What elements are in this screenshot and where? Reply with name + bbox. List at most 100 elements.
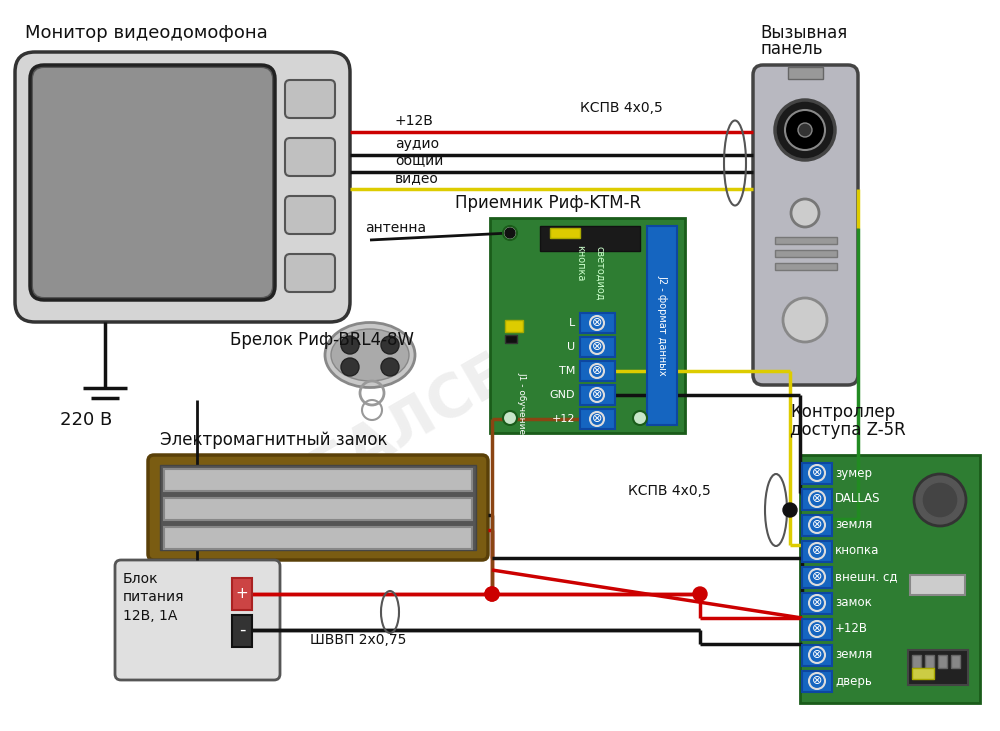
Bar — [505, 320, 523, 332]
Circle shape — [775, 100, 835, 160]
Bar — [160, 465, 476, 550]
Circle shape — [785, 110, 825, 150]
Bar — [951, 655, 960, 668]
FancyBboxPatch shape — [148, 455, 488, 560]
Bar — [908, 650, 968, 685]
Text: кнопка: кнопка — [835, 545, 879, 558]
Text: Контроллер: Контроллер — [790, 403, 895, 421]
Text: +12В: +12В — [395, 114, 434, 128]
Circle shape — [381, 336, 399, 354]
Text: DALLAS: DALLAS — [835, 493, 881, 506]
Text: Приемник Риф-KTM-R: Приемник Риф-KTM-R — [455, 194, 641, 212]
Circle shape — [783, 298, 827, 342]
Circle shape — [809, 621, 825, 637]
Text: 220 В: 220 В — [60, 411, 112, 429]
Bar — [580, 409, 615, 429]
Bar — [550, 228, 580, 238]
Circle shape — [783, 503, 797, 517]
Text: ⊗: ⊗ — [812, 596, 822, 610]
Text: кнопка: кнопка — [575, 245, 585, 281]
Bar — [802, 541, 832, 562]
Text: +: + — [236, 586, 248, 602]
Text: U: U — [567, 342, 575, 352]
FancyBboxPatch shape — [285, 254, 335, 292]
Circle shape — [381, 358, 399, 376]
Bar — [802, 619, 832, 640]
Text: GND: GND — [550, 390, 575, 400]
Text: ⊗: ⊗ — [592, 341, 602, 354]
Circle shape — [341, 336, 359, 354]
Bar — [580, 361, 615, 381]
Text: зумер: зумер — [835, 466, 872, 480]
Circle shape — [341, 358, 359, 376]
Circle shape — [922, 482, 958, 518]
Circle shape — [505, 228, 515, 238]
Bar — [580, 385, 615, 405]
Bar — [580, 313, 615, 333]
Text: КСПВ 4х0,5: КСПВ 4х0,5 — [628, 484, 711, 498]
Text: ⊗: ⊗ — [812, 570, 822, 583]
Bar — [232, 578, 252, 610]
Text: ⊗: ⊗ — [812, 648, 822, 662]
Text: ⊗: ⊗ — [812, 623, 822, 635]
Text: ⊗: ⊗ — [812, 466, 822, 480]
Bar — [802, 593, 832, 614]
Circle shape — [590, 316, 604, 330]
Text: РЕАЛСЕРВ: РЕАЛСЕРВ — [266, 299, 594, 521]
Circle shape — [590, 364, 604, 378]
Circle shape — [809, 595, 825, 611]
Circle shape — [791, 199, 819, 227]
Text: видео: видео — [395, 171, 439, 185]
Text: Электромагнитный замок: Электромагнитный замок — [160, 431, 388, 449]
Bar — [938, 655, 947, 668]
Text: +12В: +12В — [835, 623, 868, 635]
Text: ⊗: ⊗ — [812, 493, 822, 506]
Bar — [910, 575, 965, 595]
FancyBboxPatch shape — [115, 560, 280, 680]
Circle shape — [809, 647, 825, 663]
Bar — [232, 615, 252, 647]
Text: J1 - обучение: J1 - обучение — [518, 372, 526, 434]
Circle shape — [809, 569, 825, 585]
Text: ⊗: ⊗ — [592, 388, 602, 401]
Bar — [788, 67, 823, 79]
Text: ⊗: ⊗ — [812, 545, 822, 558]
Bar — [925, 655, 934, 668]
Text: антенна: антенна — [365, 221, 426, 235]
Ellipse shape — [331, 329, 409, 381]
Circle shape — [809, 543, 825, 559]
FancyBboxPatch shape — [285, 138, 335, 176]
Text: доступа Z-5R: доступа Z-5R — [790, 421, 906, 439]
FancyBboxPatch shape — [33, 68, 272, 297]
Bar — [800, 455, 980, 703]
Text: дверь: дверь — [835, 675, 872, 687]
Text: ⊗: ⊗ — [812, 518, 822, 531]
Circle shape — [485, 587, 499, 601]
Bar — [912, 668, 934, 679]
Circle shape — [590, 340, 604, 354]
FancyBboxPatch shape — [285, 196, 335, 234]
Text: аудио: аудио — [395, 137, 439, 151]
Bar — [802, 645, 832, 666]
Circle shape — [693, 587, 707, 601]
Bar — [164, 498, 472, 520]
Text: ⊗: ⊗ — [592, 317, 602, 330]
Circle shape — [809, 491, 825, 507]
Circle shape — [590, 388, 604, 402]
FancyBboxPatch shape — [285, 80, 335, 118]
FancyBboxPatch shape — [753, 65, 858, 385]
Bar — [912, 655, 921, 668]
Bar — [490, 218, 685, 433]
Bar — [802, 671, 832, 692]
Bar — [802, 463, 832, 484]
Circle shape — [809, 465, 825, 481]
Bar — [775, 250, 837, 257]
Bar — [775, 237, 837, 244]
Text: панель: панель — [760, 40, 822, 58]
Text: Брелок Риф-BRL4-8W: Брелок Риф-BRL4-8W — [230, 331, 414, 349]
Bar — [802, 515, 832, 536]
Text: Вызывная: Вызывная — [760, 24, 847, 42]
Circle shape — [503, 226, 517, 240]
Text: +12: +12 — [552, 414, 575, 424]
Text: ⊗: ⊗ — [592, 412, 602, 425]
